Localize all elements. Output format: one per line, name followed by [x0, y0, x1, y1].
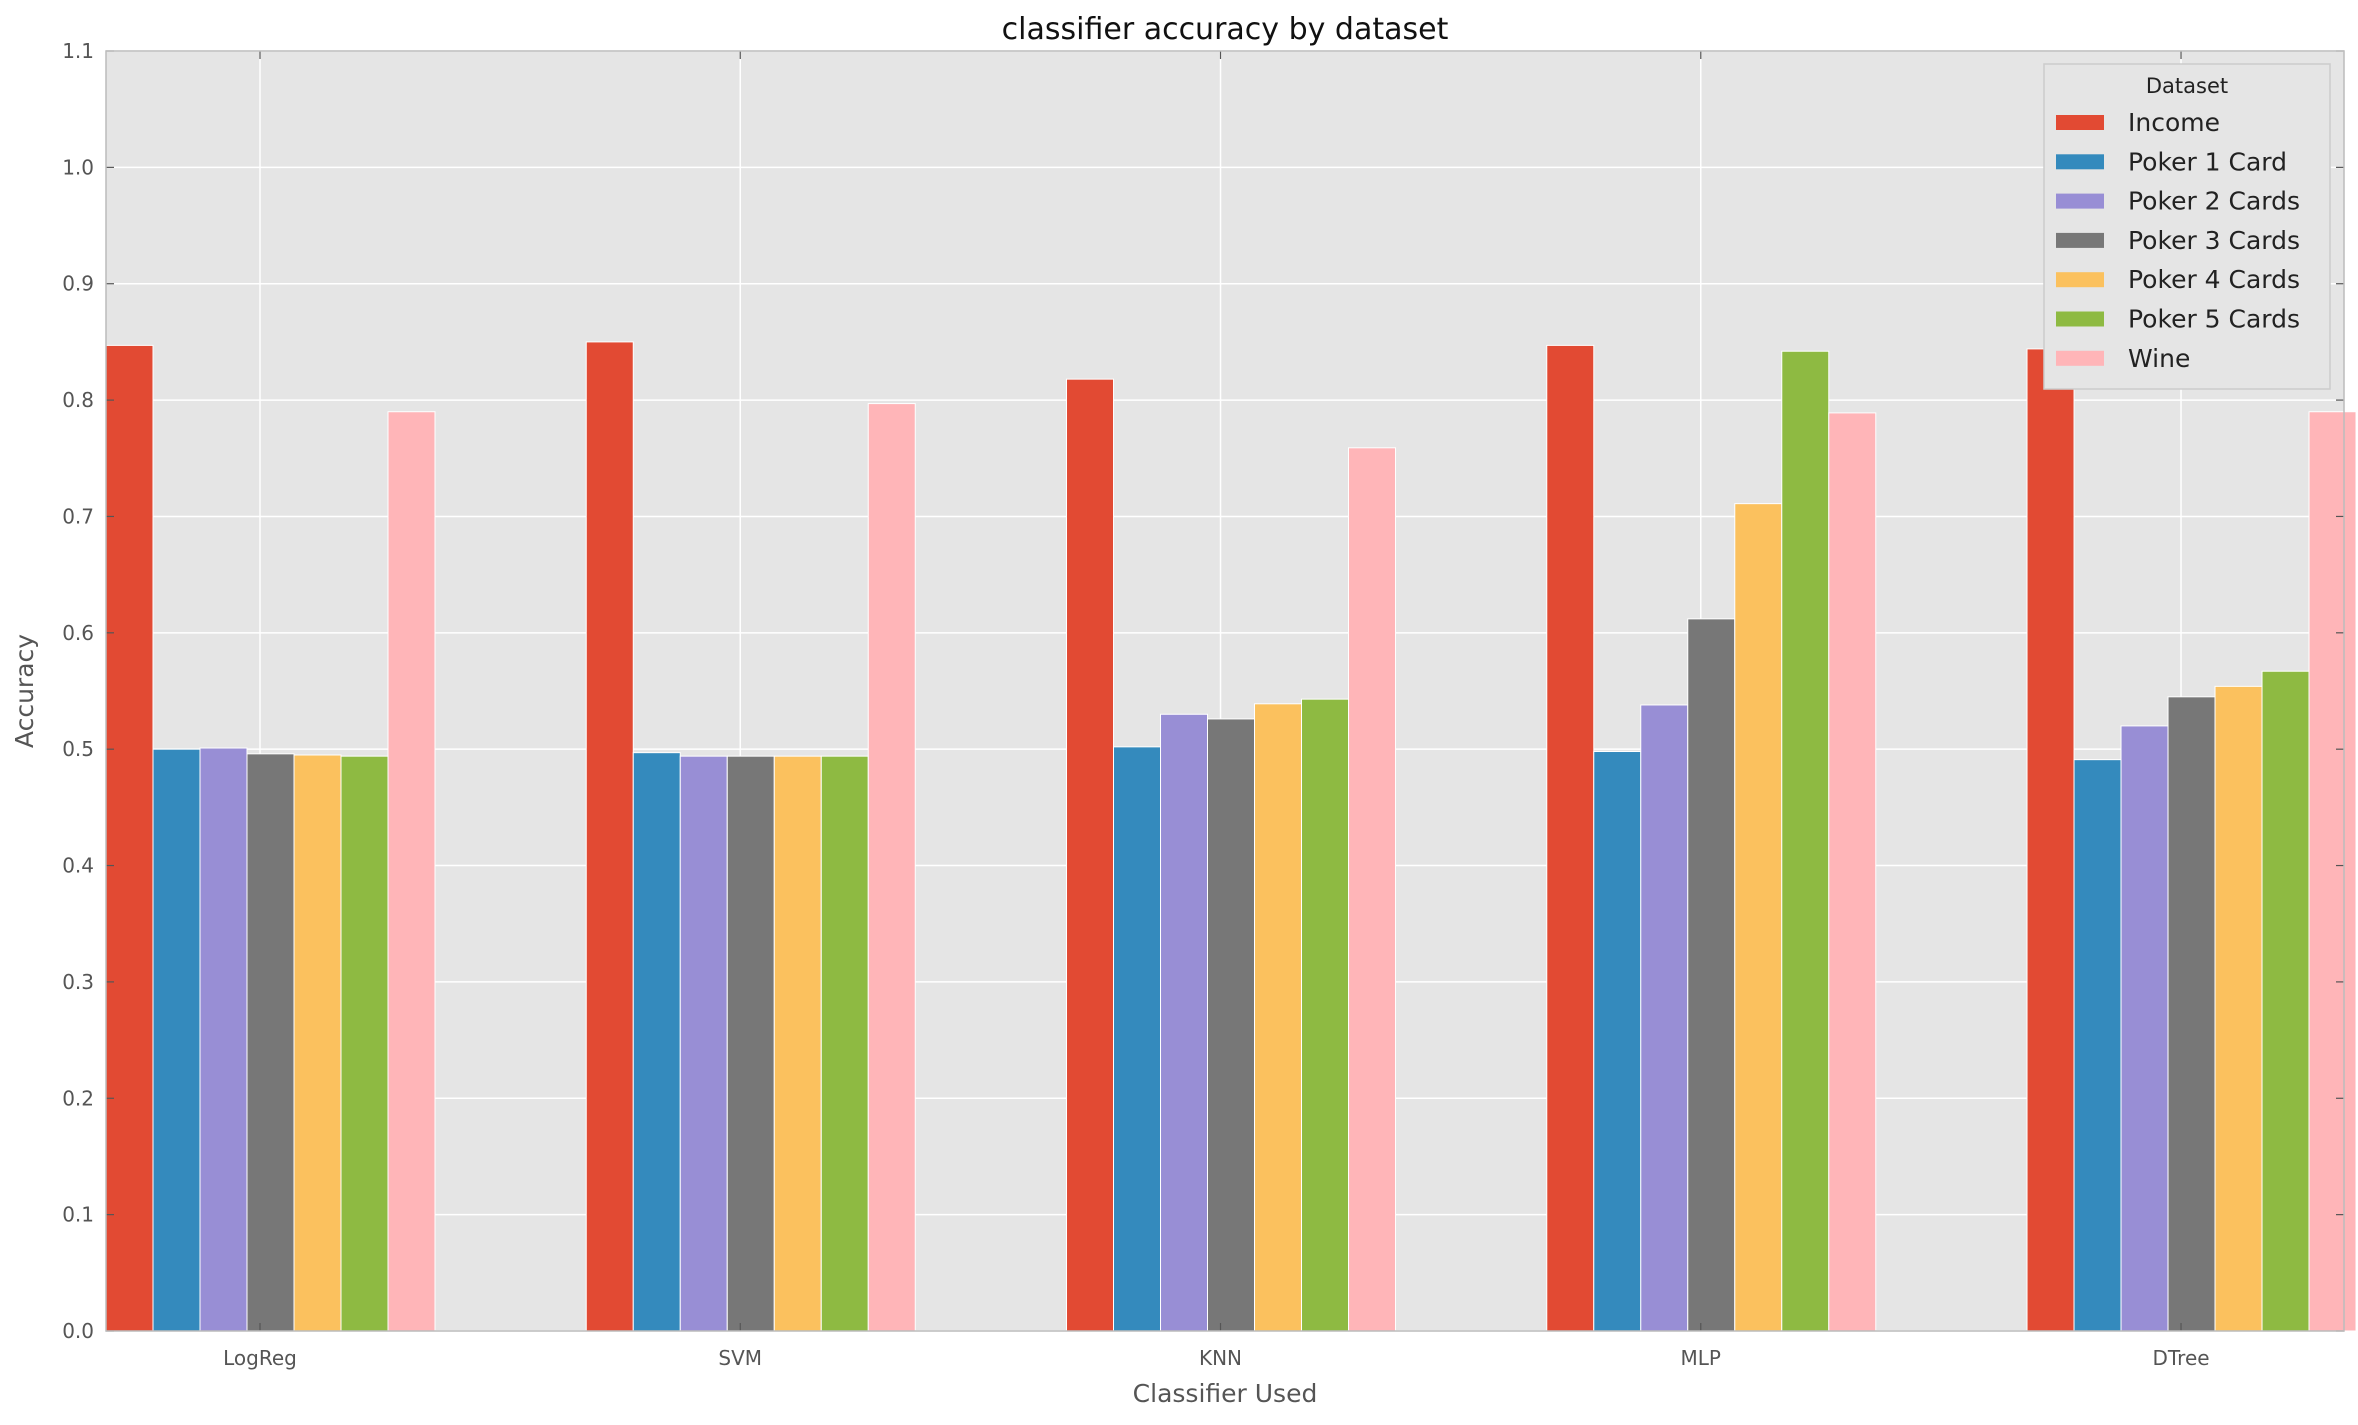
x-tick-label: MLP — [1681, 1346, 1721, 1370]
bar-mlp-wine — [1828, 412, 1877, 1332]
bar-knn-poker-4-cards — [1254, 703, 1303, 1332]
y-tick-label: 0.4 — [62, 854, 94, 878]
bar-dtree-income — [2026, 348, 2075, 1332]
bar-dtree-poker-5-cards — [2261, 670, 2310, 1332]
chart-title: classifier accuracy by dataset — [1002, 12, 1449, 47]
legend-swatch — [2056, 193, 2104, 209]
bar-knn-income — [1066, 378, 1115, 1332]
bar-logreg-wine — [387, 411, 436, 1332]
legend-entry-label: Wine — [2128, 344, 2190, 373]
legend-swatch — [2056, 115, 2104, 130]
y-tick-label: 1.0 — [62, 155, 94, 179]
y-tick-label: 0.6 — [62, 621, 94, 645]
x-tick-label: KNN — [1199, 1346, 1242, 1370]
bar-knn-poker-1-card — [1113, 746, 1162, 1332]
bar-logreg-poker-3-cards — [246, 753, 295, 1332]
legend-entry-label: Poker 5 Cards — [2128, 305, 2300, 334]
bar-dtree-poker-2-cards — [2120, 725, 2169, 1332]
bar-mlp-poker-4-cards — [1734, 503, 1783, 1332]
x-tick-label: DTree — [2152, 1346, 2209, 1370]
bar-dtree-wine — [2308, 411, 2357, 1332]
y-tick-label: 0.8 — [62, 388, 94, 412]
legend-swatch — [2056, 232, 2104, 248]
bar-knn-poker-2-cards — [1160, 713, 1209, 1332]
legend-entry-label: Income — [2128, 108, 2220, 137]
bar-logreg-income — [105, 344, 154, 1332]
legend-title: Dataset — [2146, 74, 2228, 98]
legend-swatch — [2056, 272, 2104, 288]
bar-svm-poker-3-cards — [726, 755, 775, 1332]
bar-svm-income — [585, 341, 634, 1332]
legend-entry-label: Poker 2 Cards — [2128, 187, 2300, 216]
bar-svm-poker-1-card — [632, 752, 681, 1332]
x-tick-label: LogReg — [223, 1346, 297, 1370]
x-tick-label: SVM — [718, 1346, 762, 1370]
bar-dtree-poker-3-cards — [2167, 696, 2216, 1332]
x-axis-label: Classifier Used — [1133, 1379, 1318, 1408]
y-tick-label: 0.7 — [62, 504, 94, 528]
bar-knn-poker-5-cards — [1301, 698, 1350, 1332]
legend-swatch — [2056, 311, 2104, 327]
bar-svm-wine — [867, 403, 916, 1332]
legend-entry-label: Poker 1 Card — [2128, 147, 2287, 176]
y-axis-label: Accuracy — [10, 634, 39, 748]
bar-svm-poker-5-cards — [820, 755, 869, 1332]
bar-svm-poker-4-cards — [773, 755, 822, 1332]
bar-logreg-poker-4-cards — [293, 754, 342, 1332]
legend-entry-label: Poker 3 Cards — [2128, 226, 2300, 255]
y-tick-label: 0.1 — [62, 1203, 94, 1227]
legend-swatch — [2056, 154, 2104, 170]
bar-mlp-poker-2-cards — [1640, 704, 1689, 1332]
axis-ticks: 0.0 0.1 0.2 0.3 0.4 0.5 0.6 0.7 0.8 0.9 1.0 1.1 LogR… — [62, 39, 2345, 1370]
y-tick-label: 0.0 — [62, 1319, 94, 1343]
bar-mlp-poker-5-cards — [1781, 350, 1830, 1332]
y-tick-label: 0.5 — [62, 737, 94, 761]
bar-knn-wine — [1348, 447, 1397, 1332]
plot-frame — [105, 50, 2345, 1332]
legend: Dataset Income Poker 1 Card Poker 2 Cards P… — [2043, 63, 2331, 390]
bar-logreg-poker-5-cards — [340, 755, 389, 1332]
bar-dtree-poker-4-cards — [2214, 685, 2263, 1332]
y-tick-label: 0.2 — [62, 1086, 94, 1110]
y-tick-label: 0.3 — [62, 970, 94, 994]
bar-logreg-poker-1-card — [152, 748, 201, 1332]
bar-mlp-poker-1-card — [1593, 751, 1642, 1332]
bars — [105, 341, 2357, 1332]
bar-dtree-poker-1-card — [2073, 759, 2122, 1332]
legend-entry-label: Poker 4 Cards — [2128, 265, 2300, 294]
bar-svm-poker-2-cards — [679, 755, 728, 1332]
y-tick-label: 0.9 — [62, 272, 94, 296]
legend-swatch — [2056, 350, 2104, 366]
bar-knn-poker-3-cards — [1207, 718, 1256, 1332]
bar-mlp-poker-3-cards — [1687, 618, 1736, 1332]
bar-mlp-income — [1546, 344, 1595, 1332]
bar-logreg-poker-2-cards — [199, 747, 248, 1332]
y-tick-label: 1.1 — [62, 39, 94, 63]
